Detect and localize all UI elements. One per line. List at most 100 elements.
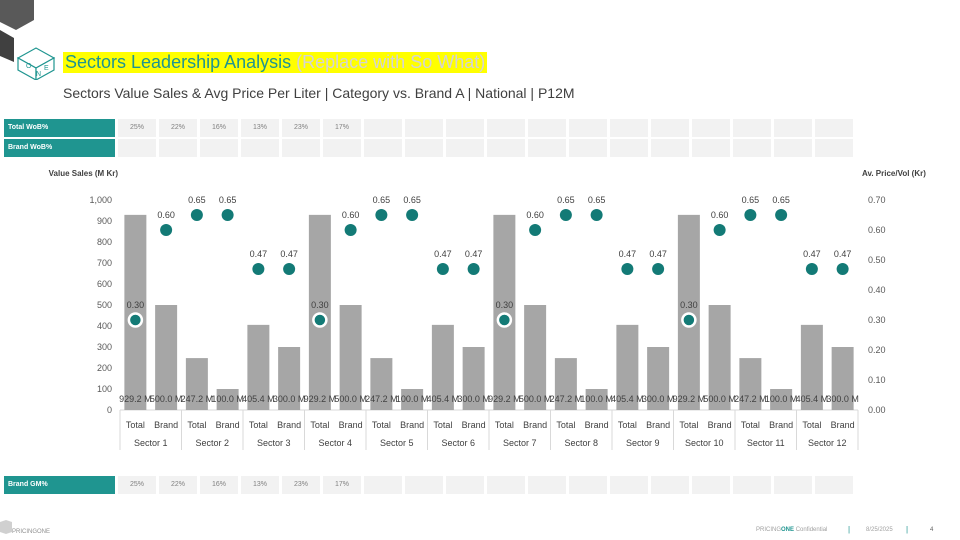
- y-left-tick-label: 300: [97, 342, 112, 352]
- price-value-label: 0.60: [711, 210, 729, 220]
- footer-divider: |: [906, 525, 909, 534]
- brand-gm-cell: 22%: [159, 476, 197, 494]
- brand-wob-cell: [815, 139, 853, 157]
- bar-value-label: 929.2 M: [119, 394, 152, 404]
- brand-wob-cell: [610, 139, 648, 157]
- price-dot: [436, 263, 449, 275]
- price-dot: [344, 224, 357, 236]
- price-value-label: 0.47: [280, 249, 298, 259]
- page-title: Sectors Leadership Analysis (Replace wit…: [63, 52, 488, 73]
- sub-category-label: Brand: [277, 420, 301, 430]
- y-right-tick-label: 0.60: [868, 225, 886, 235]
- sub-category-label: Brand: [523, 420, 547, 430]
- price-value-label: 0.30: [496, 300, 514, 310]
- sub-category-label: Brand: [462, 420, 486, 430]
- price-dot: [681, 312, 697, 328]
- brand-gm-cell: [815, 476, 853, 494]
- sub-category-label: Brand: [708, 420, 732, 430]
- total-wob-cell: [774, 119, 812, 137]
- sub-category-label: Brand: [646, 420, 670, 430]
- price-dot: [127, 312, 144, 328]
- total-wob-label: Total WoB%: [4, 119, 115, 137]
- brand-gm-cell: [528, 476, 566, 494]
- y-left-tick-label: 500: [97, 300, 112, 310]
- sector-label: Sector 12: [808, 438, 847, 448]
- sector-label: Sector 11: [747, 438, 785, 448]
- value-sales-bar: [708, 305, 731, 410]
- price-dot: [496, 312, 513, 328]
- y-left-tick-label: 600: [97, 279, 112, 289]
- bar-value-label: 500.0 M: [334, 394, 367, 404]
- sub-category-label: Total: [372, 420, 391, 430]
- price-dot: [312, 312, 328, 328]
- bar-value-label: 300.0 M: [273, 394, 306, 404]
- total-wob-cell: [364, 119, 402, 137]
- value-sales-bar: [524, 305, 547, 410]
- price-dot: [283, 263, 296, 275]
- value-sales-bar: [278, 347, 301, 410]
- bar-value-label: 300.0 M: [642, 394, 675, 404]
- value-sales-bar: [616, 324, 639, 410]
- total-wob-cell: [610, 119, 648, 137]
- sector-label: Sector 1: [134, 438, 168, 448]
- brand-gm-cell: [774, 476, 812, 494]
- confidential-note: PRICINGONE Confidential: [756, 527, 827, 533]
- bar-value-label: 247.2 M: [181, 394, 214, 404]
- price-value-label: 0.65: [188, 195, 206, 205]
- brand-wob-cell: [241, 139, 279, 157]
- value-sales-bar: [800, 324, 823, 410]
- total-wob-cell: [815, 119, 853, 137]
- value-sales-bar: [647, 347, 670, 410]
- bar-value-label: 247.2 M: [734, 394, 767, 404]
- brand-gm-cell: [446, 476, 484, 494]
- price-dot: [559, 209, 572, 221]
- value-sales-bar: [462, 347, 485, 410]
- price-value-label: 0.30: [311, 300, 329, 310]
- price-value-label: 0.47: [250, 249, 268, 259]
- brand-gm-cell: 16%: [200, 476, 238, 494]
- price-value-label: 0.47: [619, 249, 637, 259]
- sub-category-label: Total: [187, 420, 206, 430]
- confidential-brand: ONE: [781, 527, 795, 533]
- sub-category-label: Total: [802, 420, 821, 430]
- price-value-label: 0.30: [680, 300, 698, 310]
- price-dot: [621, 263, 634, 275]
- value-sales-bar: [585, 389, 608, 410]
- title-note: (Replace with So What): [296, 52, 486, 72]
- value-sales-bar: [339, 305, 362, 410]
- sub-category-label: Total: [249, 420, 268, 430]
- value-sales-bar: [155, 305, 178, 410]
- footer-date: 8/25/2025: [866, 527, 893, 533]
- bar-value-label: 247.2 M: [365, 394, 398, 404]
- total-wob-cell: [528, 119, 566, 137]
- bar-value-label: 300.0 M: [826, 394, 859, 404]
- brand-gm-cell: 23%: [282, 476, 320, 494]
- y-right-tick-label: 0.30: [868, 315, 886, 325]
- price-dot: [590, 209, 603, 221]
- brand-gm-cell: [487, 476, 525, 494]
- y-left-tick-label: 400: [97, 321, 112, 331]
- value-sales-bar: [247, 324, 270, 410]
- y-left-tick-label: 900: [97, 216, 112, 226]
- sub-category-label: Brand: [585, 420, 609, 430]
- brand-wob-cell: [774, 139, 812, 157]
- price-dot: [529, 224, 542, 236]
- total-wob-cell: 23%: [282, 119, 320, 137]
- sub-category-label: Brand: [339, 420, 363, 430]
- total-wob-cell: [733, 119, 771, 137]
- value-sales-bar: [185, 358, 208, 410]
- brand-gm-label: Brand GM%: [4, 476, 115, 494]
- page-number: 4: [930, 527, 934, 533]
- title-text: Sectors Leadership Analysis: [65, 52, 292, 72]
- price-value-label: 0.65: [588, 195, 606, 205]
- price-dot: [375, 209, 388, 221]
- brand-wob-cell: [323, 139, 361, 157]
- sub-category-label: Total: [126, 420, 145, 430]
- y-left-tick-label: 1,000: [89, 195, 112, 205]
- sub-category-label: Total: [679, 420, 698, 430]
- total-wob-cell: 22%: [159, 119, 197, 137]
- price-value-label: 0.47: [834, 249, 852, 259]
- bar-value-label: 100.0 M: [580, 394, 613, 404]
- bar-value-label: 300.0 M: [457, 394, 490, 404]
- total-wob-cell: [405, 119, 443, 137]
